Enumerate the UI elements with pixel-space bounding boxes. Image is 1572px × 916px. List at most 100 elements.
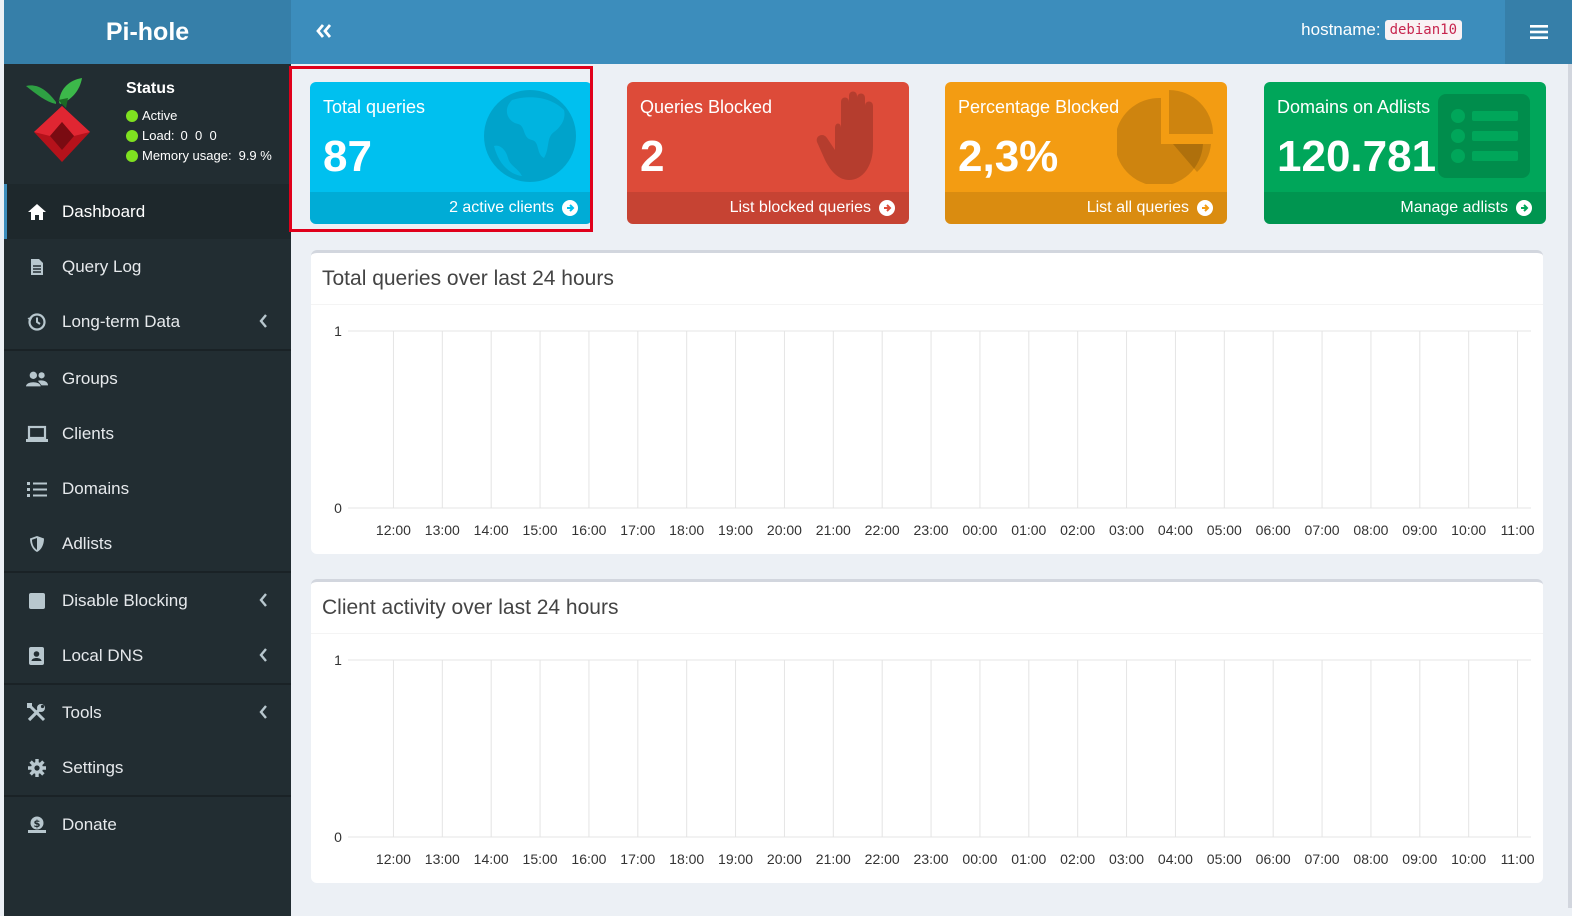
hostname-label: hostname: (1301, 20, 1381, 39)
sidebar-item-dashboard[interactable]: Dashboard (4, 184, 291, 239)
sidebar-item-label: Domains (62, 478, 130, 498)
x-tick-label: 11:00 (1501, 522, 1535, 538)
pihole-logo-icon (26, 78, 90, 162)
sidebar-item-domains[interactable]: Domains (4, 461, 291, 516)
users-icon (26, 368, 48, 390)
pie-chart-icon (1117, 90, 1213, 184)
y-tick-label: 0 (334, 829, 342, 845)
x-tick-label: 13:00 (425, 522, 460, 538)
x-tick-label: 15:00 (523, 851, 558, 867)
sidebar-item-local-dns[interactable]: Local DNS (4, 628, 291, 683)
stat-percentage-blocked: Percentage Blocked 2,3% List all queries (945, 82, 1227, 224)
y-tick-label: 0 (334, 500, 342, 516)
x-tick-label: 12:00 (376, 851, 411, 867)
stat-footer-text: List all queries (1086, 199, 1189, 216)
queries-over-time-chart: 1 0 12:00 13:00 14:00 15:00 16:00 17:00 18:00 19:… (334, 323, 1535, 538)
x-tick-label: 21:00 (816, 851, 851, 867)
sidebar-menu: Dashboard Query Log Long-term Data Group… (4, 184, 291, 852)
sidebar-item-clients[interactable]: Clients (4, 406, 291, 461)
nav-divider (4, 571, 291, 573)
sidebar-item-donate[interactable]: $ Donate (4, 797, 291, 852)
arrow-circle-right-icon (1197, 200, 1213, 216)
sidebar-item-label: Adlists (62, 533, 113, 553)
status-dot-icon (126, 149, 138, 162)
sidebar-item-long-term-data[interactable]: Long-term Data (4, 294, 291, 349)
stat-value: 87 (323, 132, 372, 181)
nav-divider (4, 795, 291, 797)
chart-title: Total queries over last 24 hours (311, 253, 1543, 305)
x-tick-label: 01:00 (1011, 522, 1046, 538)
x-tick-label: 04:00 (1158, 851, 1193, 867)
stat-footer-link[interactable]: 2 active clients (310, 192, 592, 224)
queries-chart-box: Total queries over last 24 hours 1 0 12:00… (311, 250, 1543, 554)
stat-footer-text: Manage adlists (1400, 199, 1508, 216)
x-tick-label: 00:00 (962, 522, 997, 538)
globe-icon (484, 90, 576, 182)
sidebar-item-settings[interactable]: Settings (4, 740, 291, 795)
stat-footer-link[interactable]: List all queries (945, 192, 1227, 224)
menu-button[interactable] (1505, 0, 1572, 64)
x-tick-label: 08:00 (1353, 522, 1388, 538)
svg-text:$: $ (34, 819, 41, 830)
x-tick-label: 18:00 (669, 522, 704, 538)
memory-value: 9.9 % (238, 148, 272, 163)
x-tick-label: 21:00 (816, 522, 851, 538)
sidebar-item-disable-blocking[interactable]: Disable Blocking (4, 573, 291, 628)
window-edge (1568, 64, 1572, 916)
sidebar-item-label: Dashboard (62, 201, 146, 221)
chevron-left-icon (259, 314, 267, 328)
list-alt-icon (1438, 94, 1530, 178)
arrow-circle-right-icon (1516, 200, 1532, 216)
sidebar-item-label: Local DNS (62, 645, 144, 665)
page-bottom (291, 908, 1572, 916)
x-tick-label: 04:00 (1158, 522, 1193, 538)
stat-label: Domains on Adlists (1277, 97, 1431, 117)
donate-icon: $ (26, 814, 48, 836)
x-tick-label: 23:00 (914, 851, 949, 867)
chevron-left-icon (259, 648, 267, 662)
app-logo[interactable]: Pi-hole (4, 0, 291, 64)
address-book-icon (26, 645, 48, 667)
x-tick-label: 13:00 (425, 851, 460, 867)
sidebar-item-adlists[interactable]: Adlists (4, 516, 291, 571)
sidebar-item-label: Groups (62, 368, 118, 388)
stat-label: Queries Blocked (640, 97, 773, 117)
x-tick-label: 15:00 (523, 522, 558, 538)
stat-label: Total queries (323, 97, 426, 117)
status-title: Status (126, 80, 175, 97)
y-tick-label: 1 (334, 652, 342, 668)
stat-footer-text: List blocked queries (729, 199, 871, 216)
stat-value: 2 (640, 132, 665, 181)
x-tick-label: 19:00 (718, 522, 753, 538)
sidebar-item-tools[interactable]: Tools (4, 685, 291, 740)
client-activity-chart: 1 0 12:00 13:00 14:00 15:00 16:00 17:00 18:00 19:… (334, 652, 1535, 867)
sidebar-item-label: Settings (62, 757, 124, 777)
list-icon (26, 478, 48, 500)
stop-icon (26, 590, 48, 612)
load-values: 0 0 0 (180, 128, 217, 143)
load-label: Load: (142, 128, 175, 143)
sidebar-item-query-log[interactable]: Query Log (4, 239, 291, 294)
x-tick-label: 12:00 (376, 522, 411, 538)
x-tick-label: 07:00 (1305, 522, 1340, 538)
x-tick-label: 17:00 (620, 522, 655, 538)
stat-domains-on-adlists: Domains on Adlists 120.781 Manage adlist… (1264, 82, 1546, 224)
x-tick-label: 06:00 (1256, 851, 1291, 867)
sidebar-item-label: Query Log (62, 256, 142, 276)
laptop-icon (26, 423, 48, 445)
stat-footer-link[interactable]: Manage adlists (1264, 192, 1546, 224)
status-active: Active (126, 108, 177, 123)
stat-queries-blocked: Queries Blocked 2 List blocked queries (627, 82, 909, 224)
sidebar-item-label: Long-term Data (62, 311, 181, 331)
memory-label: Memory usage: (142, 148, 232, 163)
x-tick-label: 01:00 (1011, 851, 1046, 867)
highlight-box (289, 66, 593, 232)
stat-footer-link[interactable]: List blocked queries (627, 192, 909, 224)
sidebar-item-groups[interactable]: Groups (4, 351, 291, 406)
status-load: Load: 0 0 0 (126, 128, 217, 143)
x-tick-label: 16:00 (571, 851, 606, 867)
home-icon (26, 201, 48, 223)
sidebar-toggle-icon[interactable] (311, 18, 337, 44)
gear-icon (26, 757, 48, 779)
x-tick-label: 19:00 (718, 851, 753, 867)
